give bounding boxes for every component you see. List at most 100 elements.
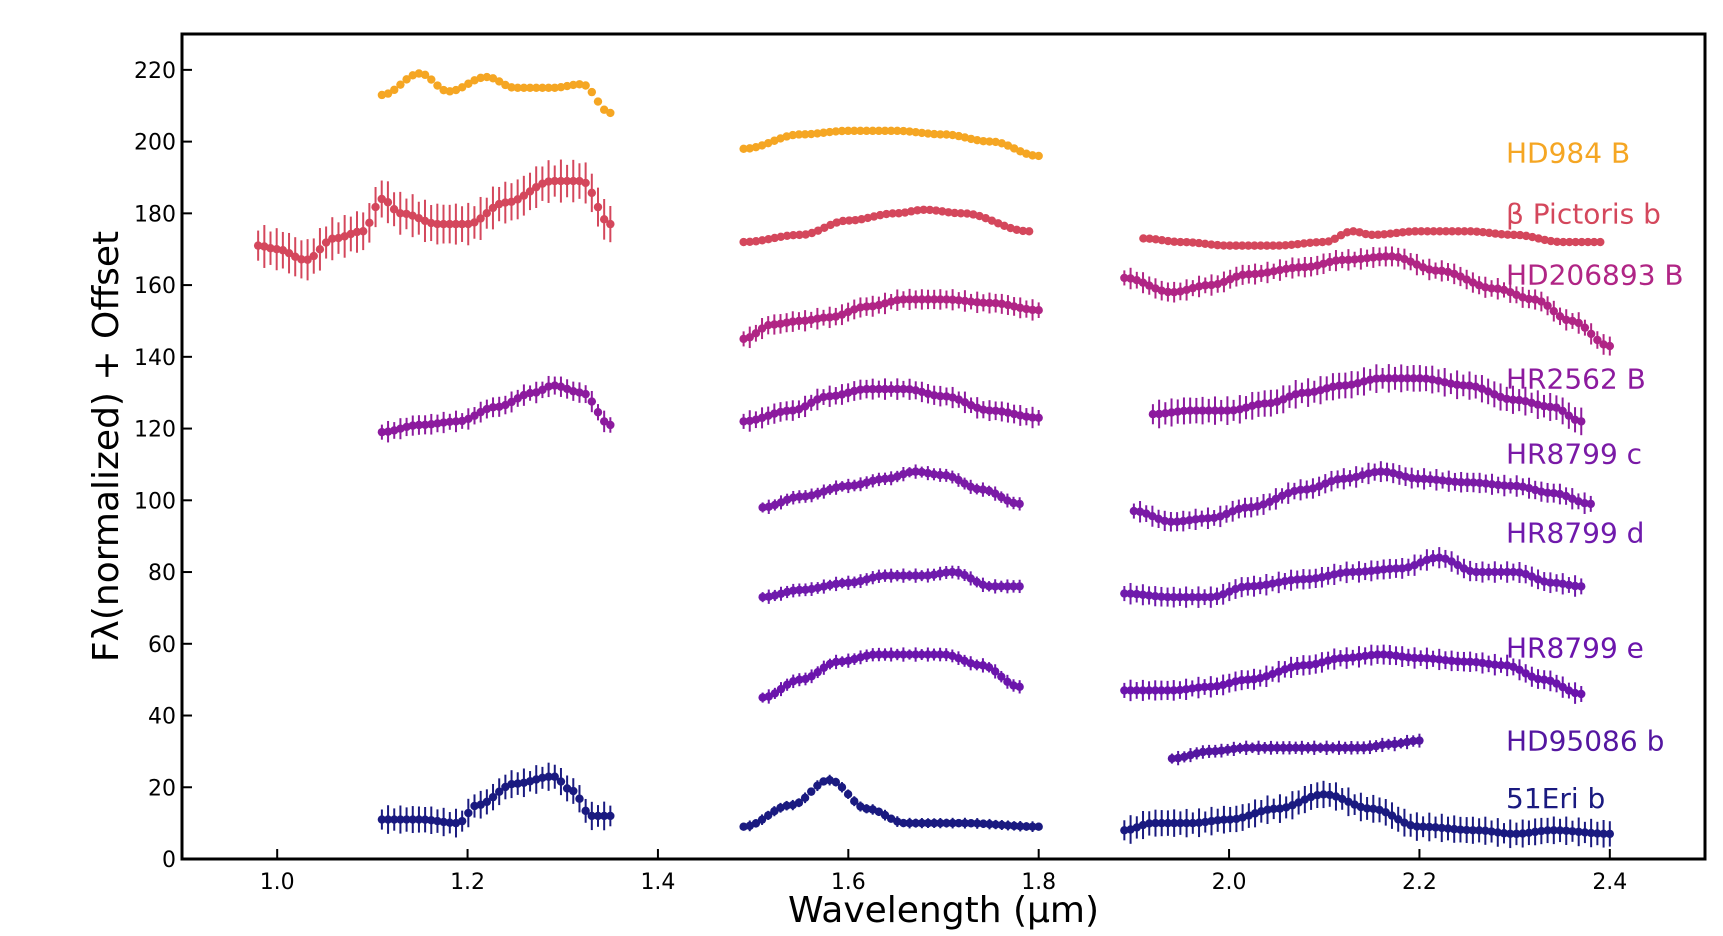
data-point bbox=[1148, 410, 1158, 419]
data-point bbox=[1126, 589, 1135, 598]
data-point bbox=[1009, 821, 1019, 831]
data-point bbox=[1508, 395, 1518, 405]
data-point bbox=[1254, 400, 1263, 409]
data-point bbox=[1365, 743, 1375, 752]
data-point bbox=[1537, 297, 1546, 306]
data-point bbox=[544, 382, 553, 391]
data-point bbox=[935, 650, 945, 659]
data-point bbox=[1194, 238, 1204, 248]
data-point bbox=[1034, 413, 1043, 423]
data-point bbox=[1454, 227, 1463, 236]
data-point bbox=[850, 126, 859, 136]
data-point bbox=[1138, 686, 1148, 695]
data-point bbox=[1166, 517, 1176, 527]
data-point bbox=[800, 316, 810, 325]
data-point bbox=[1562, 826, 1571, 835]
data-point bbox=[936, 818, 945, 828]
x-tick-label-3: 1.6 bbox=[831, 870, 866, 895]
data-point bbox=[1465, 566, 1475, 576]
data-point bbox=[1397, 374, 1406, 383]
data-point bbox=[776, 232, 786, 242]
data-point bbox=[433, 816, 442, 826]
data-point bbox=[880, 810, 890, 820]
data-point bbox=[911, 650, 920, 659]
data-point bbox=[763, 811, 773, 820]
data-point bbox=[457, 816, 467, 826]
data-point bbox=[513, 394, 522, 403]
data-point bbox=[929, 650, 939, 659]
data-point bbox=[1552, 679, 1561, 688]
data-point bbox=[882, 209, 891, 219]
data-point bbox=[377, 815, 387, 824]
data-point bbox=[1163, 236, 1173, 246]
data-point bbox=[1387, 252, 1397, 261]
data-point bbox=[315, 245, 325, 254]
data-point bbox=[1350, 255, 1359, 264]
data-point bbox=[1593, 829, 1602, 838]
data-point bbox=[1549, 826, 1558, 835]
data-point bbox=[886, 571, 896, 580]
data-point bbox=[1204, 406, 1213, 415]
data-point bbox=[1499, 829, 1509, 838]
data-point bbox=[923, 295, 933, 304]
data-point bbox=[1367, 650, 1376, 660]
data-point bbox=[813, 781, 822, 790]
data-point bbox=[371, 202, 380, 212]
data-point bbox=[807, 398, 816, 408]
data-point bbox=[979, 298, 988, 307]
data-point bbox=[1237, 582, 1246, 592]
data-point bbox=[1387, 811, 1397, 820]
data-point bbox=[923, 129, 933, 138]
data-point bbox=[495, 77, 504, 86]
data-point bbox=[1484, 659, 1493, 669]
data-point bbox=[1360, 567, 1370, 576]
data-point bbox=[1586, 499, 1595, 509]
data-point bbox=[1435, 655, 1444, 664]
data-point bbox=[1003, 821, 1013, 830]
data-point bbox=[880, 126, 890, 136]
data-point bbox=[420, 815, 430, 824]
data-point bbox=[1163, 686, 1172, 695]
data-point bbox=[439, 418, 448, 427]
data-point bbox=[844, 216, 854, 225]
data-point bbox=[581, 806, 590, 816]
data-point bbox=[488, 203, 498, 213]
data-point bbox=[1574, 318, 1583, 328]
data-point bbox=[1506, 481, 1515, 491]
data-point bbox=[1176, 237, 1185, 247]
data-point bbox=[800, 402, 810, 411]
data-point bbox=[1500, 481, 1509, 490]
series-labels: HD984 B β Pictoris b HD206893 B HR2562 B HR8… bbox=[1506, 136, 1684, 815]
series-8-segment-2 bbox=[1120, 780, 1615, 849]
data-point bbox=[253, 241, 263, 250]
data-point bbox=[1580, 499, 1589, 508]
data-point bbox=[1151, 591, 1160, 601]
data-point bbox=[587, 87, 597, 97]
data-point bbox=[911, 571, 920, 580]
data-point bbox=[973, 136, 982, 145]
data-point bbox=[488, 792, 498, 802]
data-point bbox=[1418, 822, 1428, 831]
data-point bbox=[1145, 234, 1154, 243]
data-point bbox=[495, 787, 504, 796]
data-point bbox=[1248, 743, 1257, 753]
data-point bbox=[893, 296, 902, 305]
data-point bbox=[1410, 653, 1419, 663]
data-point bbox=[1349, 227, 1358, 236]
data-point bbox=[1370, 467, 1379, 477]
data-point bbox=[1362, 804, 1372, 813]
data-point bbox=[1034, 305, 1043, 315]
data-point bbox=[1328, 382, 1338, 391]
x-tick-label-2: 1.4 bbox=[640, 870, 675, 895]
data-point bbox=[923, 571, 933, 580]
data-point bbox=[984, 663, 994, 672]
data-point bbox=[1450, 824, 1459, 834]
data-point bbox=[1181, 592, 1191, 602]
data-point bbox=[875, 210, 885, 220]
data-point bbox=[1157, 818, 1166, 828]
data-point bbox=[758, 503, 767, 512]
data-point bbox=[266, 244, 275, 253]
data-point bbox=[831, 777, 841, 787]
data-point bbox=[396, 815, 405, 824]
data-point bbox=[1475, 478, 1484, 488]
